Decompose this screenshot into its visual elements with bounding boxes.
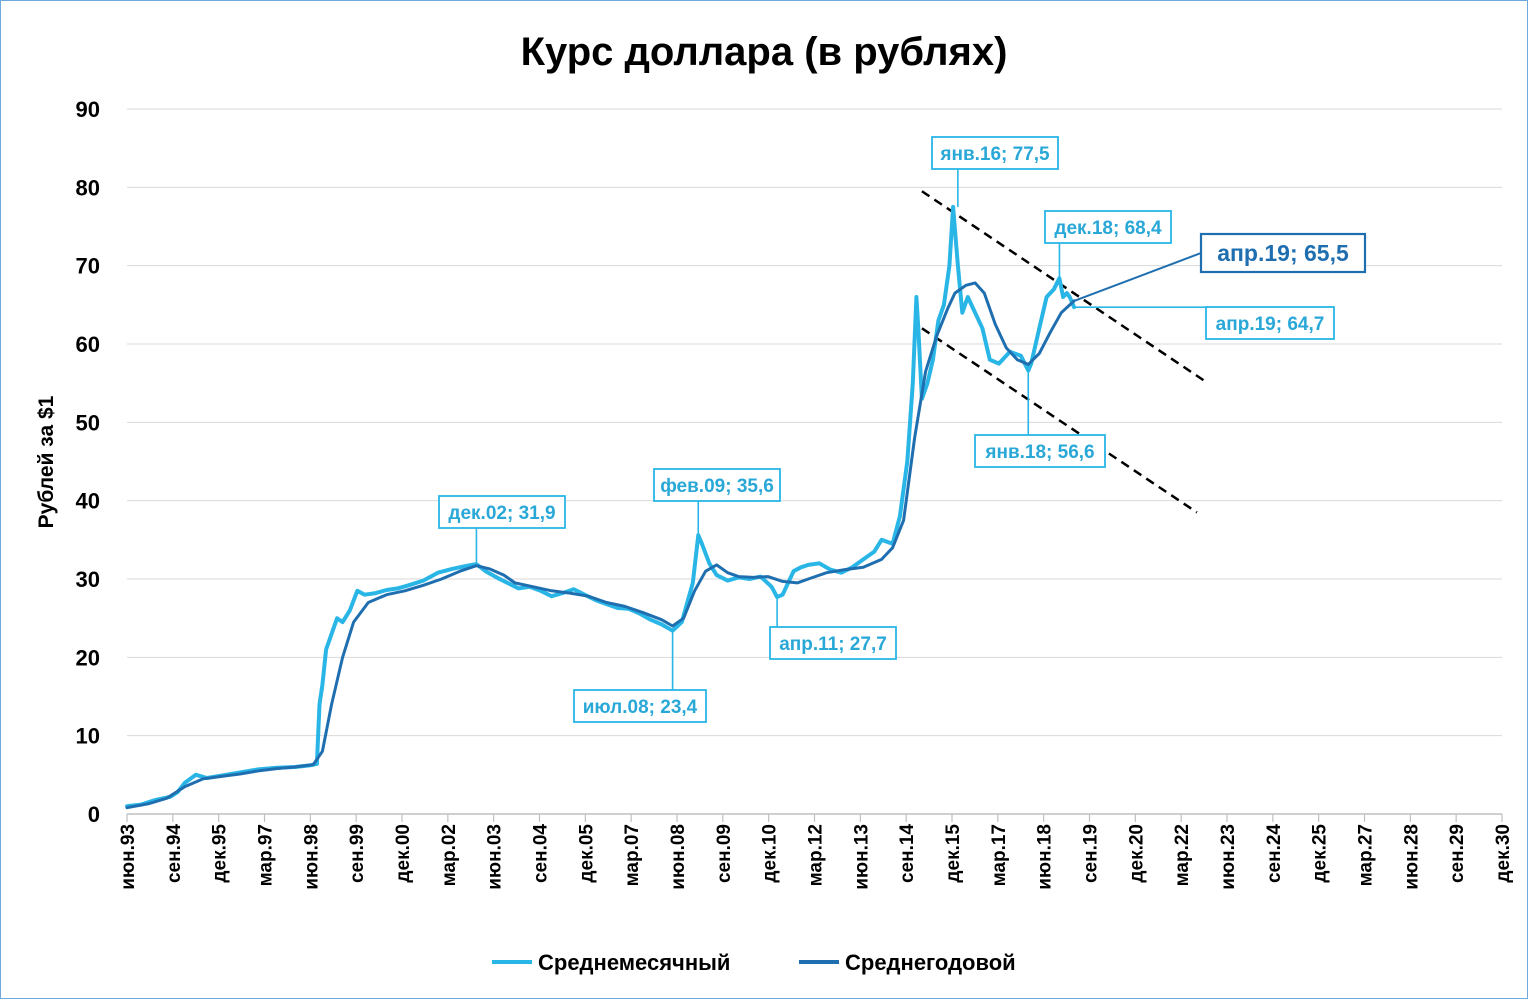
x-tick-label: мар.17	[989, 824, 1010, 886]
x-tick-label: июн.08	[668, 824, 689, 890]
annotation-label: апр.11; 27,7	[779, 634, 887, 655]
annotation-label: янв.16; 77,5	[939, 144, 1050, 165]
x-tick-label: сен.99	[347, 824, 368, 883]
y-tick-label: 10	[76, 724, 100, 749]
x-tick-label: июн.18	[1035, 824, 1056, 890]
x-tick-label: сен.29	[1447, 824, 1468, 883]
x-tick-label: сен.09	[714, 824, 735, 883]
x-tick-label: дек.25	[1310, 824, 1331, 883]
annotation-label: дек.02; 31,9	[448, 503, 555, 524]
annotation-box	[438, 495, 566, 529]
legend-entry: Среднегодовой	[845, 950, 1016, 975]
x-tick-label: дек.15	[943, 824, 964, 883]
annotation-label: дек.18; 68,4	[1054, 218, 1162, 239]
x-tick-label: дек.05	[576, 824, 597, 883]
x-tick-label: мар.27	[1356, 824, 1377, 886]
x-tick-label: мар.07	[622, 824, 643, 886]
x-tick-label: сен.24	[1264, 824, 1285, 883]
x-tick-label: мар.12	[806, 824, 827, 886]
y-tick-label: 70	[76, 254, 100, 279]
chart-title: Курс доллара (в рублях)	[521, 30, 1008, 74]
series-line-yearly	[125, 281, 1076, 810]
y-axis-label: Рублей за $1	[35, 395, 58, 528]
annotation-box	[931, 136, 1059, 170]
axes: 0 10 20 30 40 50 60 70 80 90 июн.93 сен.94 дек.95 мар…	[76, 97, 1514, 890]
annotation-label: апр.19; 64,7	[1216, 314, 1325, 335]
x-tick-label: мар.02	[439, 824, 460, 886]
legend: Среднемесячный Среднегодовой	[492, 950, 1016, 975]
y-tick-label: 40	[76, 489, 100, 514]
annotation-box	[1044, 210, 1172, 244]
annotation-box	[769, 626, 897, 660]
x-tick-label: дек.20	[1126, 824, 1147, 883]
y-tick-label: 50	[76, 410, 100, 435]
annotation-label: июл.08; 23,4	[583, 697, 698, 718]
x-tick-label: дек.00	[393, 824, 414, 883]
x-tick-label: июн.93	[118, 824, 139, 890]
y-tick-label: 80	[76, 175, 100, 200]
y-tick-label: 30	[76, 567, 100, 592]
y-tick-label: 20	[76, 645, 100, 670]
x-tick-label: июн.13	[851, 824, 872, 890]
y-tick-label: 0	[88, 802, 100, 827]
x-tick-label: мар.22	[1172, 824, 1193, 886]
x-tick-label: мар.97	[256, 824, 277, 886]
annotation-box	[1205, 306, 1335, 340]
legend-entry: Среднемесячный	[538, 950, 730, 975]
annotation-box	[653, 468, 781, 502]
x-tick-label: сен.94	[164, 824, 185, 883]
x-tick-label: дек.10	[760, 824, 781, 883]
annotation-leader	[1073, 252, 1202, 302]
x-tick-label: сен.14	[897, 824, 918, 883]
annotation-box	[1199, 232, 1367, 274]
x-tick-label: дек.95	[210, 824, 231, 883]
x-tick-label: июн.98	[301, 824, 322, 890]
annotation-label: апр.19; 65,5	[1217, 240, 1349, 266]
x-tick-label: сен.19	[1081, 824, 1102, 883]
x-tick-label: июн.03	[485, 824, 506, 890]
x-tick-label: дек.30	[1493, 824, 1514, 883]
annotations: янв.16; 77,5 дек.18; 68,4 апр.19; 65,5 апр.…	[438, 136, 1367, 723]
annotation-box	[573, 689, 707, 723]
trend-line	[921, 190, 1209, 385]
x-tick-label: сен.04	[531, 824, 552, 883]
x-tick-label: июн.28	[1401, 824, 1422, 890]
annotation-label: янв.18; 56,6	[984, 442, 1094, 463]
x-tick-label: июн.23	[1218, 824, 1239, 890]
annotation-label: фев.09; 35,6	[660, 476, 774, 497]
trend-lines	[921, 190, 1209, 514]
trend-line	[921, 327, 1198, 514]
series-line-monthly	[125, 204, 1077, 809]
series-lines	[125, 204, 1077, 810]
y-tick-label: 60	[76, 332, 100, 357]
y-tick-label: 90	[76, 97, 100, 122]
annotation-box	[974, 434, 1106, 468]
